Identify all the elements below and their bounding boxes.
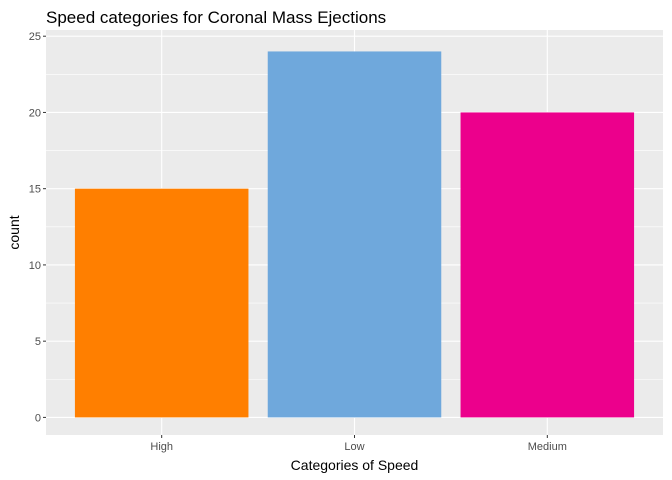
bar-high: [74, 188, 249, 418]
y-tick-label: 5: [35, 336, 41, 348]
bar-medium: [460, 112, 635, 418]
y-tick-label: 10: [29, 260, 41, 272]
x-axis: High Low Medium: [150, 435, 567, 453]
x-tick-label: Low: [344, 441, 364, 453]
y-tick-label: 20: [29, 107, 41, 119]
chart-title: Speed categories for Coronal Mass Ejecti…: [46, 8, 386, 27]
y-axis: 0 5 10 15 20 25: [29, 31, 46, 424]
x-axis-title: Categories of Speed: [291, 457, 419, 473]
y-tick-label: 15: [29, 184, 41, 196]
y-tick-label: 25: [29, 31, 41, 43]
y-tick-label: 0: [35, 412, 41, 424]
x-tick-label: Medium: [528, 441, 567, 453]
bar-low: [267, 51, 442, 418]
y-axis-title: count: [6, 215, 22, 249]
bars: [74, 51, 635, 418]
x-tick-label: High: [150, 441, 173, 453]
